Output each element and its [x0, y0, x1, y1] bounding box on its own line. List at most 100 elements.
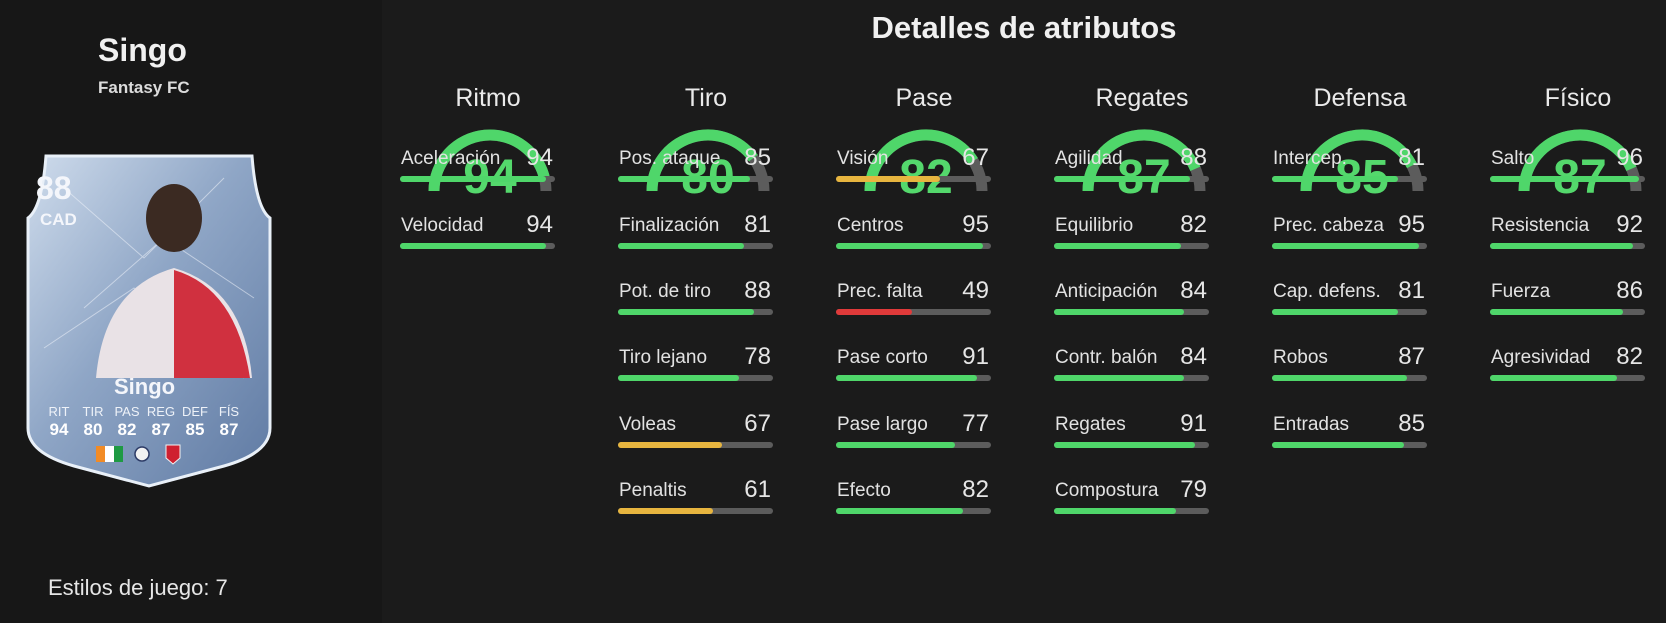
attribute-row: Salto 96: [1490, 142, 1647, 182]
card-stat-value: 94: [49, 420, 69, 439]
card-position: CAD: [40, 210, 77, 229]
attribute-bar-fill: [836, 309, 912, 315]
attribute-bar-track: [1054, 508, 1209, 514]
attribute-name: Entradas: [1273, 414, 1350, 435]
attribute-bar-track: [1272, 243, 1427, 249]
attribute-row: Contr. balón 84: [1054, 341, 1211, 381]
attribute-value: 91: [1180, 410, 1207, 437]
attribute-row: Intercep. 81: [1272, 142, 1429, 182]
attribute-value: 85: [744, 144, 771, 171]
attribute-bar-fill: [618, 176, 750, 182]
attribute-bar-track: [836, 243, 991, 249]
club-name: Fantasy FC: [98, 78, 190, 97]
attribute-bar-fill: [1054, 243, 1182, 249]
attribute-bar-track: [618, 243, 773, 249]
attribute-value: 78: [744, 343, 771, 370]
attribute-bar-fill: [1054, 176, 1191, 182]
attribute-row: Agilidad 88: [1054, 142, 1211, 182]
attribute-value: 81: [1398, 144, 1425, 171]
attribute-value: 95: [1398, 211, 1425, 238]
attribute-bar-fill: [1054, 508, 1177, 514]
attribute-name: Finalización: [619, 215, 720, 236]
category-title: Ritmo: [455, 84, 521, 112]
category-gauge: [1518, 129, 1642, 192]
category-title: Regates: [1095, 84, 1189, 112]
attribute-value: 82: [1180, 211, 1207, 238]
gauge-fill: [428, 129, 551, 192]
attribute-value: 88: [744, 277, 771, 304]
attribute-bar-fill: [836, 243, 984, 249]
attribute-name: Efecto: [837, 480, 891, 501]
attribute-name: Pot. de tiro: [619, 281, 711, 302]
attribute-name: Agilidad: [1055, 148, 1123, 169]
attribute-row: Compostura 79: [1054, 474, 1211, 514]
attribute-name: Intercep.: [1273, 148, 1347, 169]
playstyles-value: 7: [215, 575, 228, 600]
attribute-bar-fill: [1272, 243, 1420, 249]
attribute-name: Pos. ataque: [619, 148, 721, 169]
card-stat-label: DEF: [182, 404, 208, 419]
attribute-bar-track: [1272, 309, 1427, 315]
category-title: Defensa: [1313, 84, 1407, 112]
player-name: Singo: [98, 32, 187, 68]
attribute-name: Compostura: [1055, 480, 1159, 501]
attribute-name: Robos: [1273, 347, 1328, 368]
attribute-name: Anticipación: [1055, 281, 1158, 302]
attribute-row: Voleas 67: [618, 408, 775, 448]
card-stat-values: 94 80 82 87 85 87: [44, 420, 244, 440]
attribute-name: Prec. cabeza: [1273, 215, 1384, 236]
attribute-bar-fill: [618, 243, 744, 249]
attribute-bar-fill: [1054, 375, 1185, 381]
attribute-row: Regates 91: [1054, 408, 1211, 448]
attribute-name: Velocidad: [401, 215, 484, 236]
attribute-name: Resistencia: [1491, 215, 1590, 236]
category-gauge: [1082, 129, 1206, 192]
gauge-fill: [1082, 129, 1201, 192]
attribute-row: Agresividad 82: [1490, 341, 1647, 381]
attribute-bar-fill: [836, 176, 940, 182]
card-rating: 88: [36, 170, 72, 206]
attribute-value: 95: [962, 211, 989, 238]
attribute-value: 79: [1180, 476, 1207, 503]
attribute-row: Aceleración 94: [400, 142, 557, 182]
attribute-row: Entradas 85: [1272, 408, 1429, 448]
category-gauge: [428, 129, 552, 192]
attribute-value: 61: [744, 476, 771, 503]
gauge-fill: [646, 129, 758, 192]
attribute-bar-fill: [618, 375, 739, 381]
attribute-name: Centros: [837, 215, 904, 236]
attribute-bar-fill: [1272, 176, 1398, 182]
attribute-value: 49: [962, 277, 989, 304]
attribute-row: Cap. defens. 81: [1272, 275, 1429, 315]
attribute-name: Pase corto: [837, 347, 928, 368]
attribute-name: Voleas: [619, 414, 677, 435]
attribute-name: Visión: [837, 148, 889, 169]
attribute-row: Equilibrio 82: [1054, 209, 1211, 249]
attribute-bar-fill: [1272, 442, 1404, 448]
attribute-row: Velocidad 94: [400, 209, 557, 249]
attribute-row: Tiro lejano 78: [618, 341, 775, 381]
player-panel: Singo Fantasy FC 88 CAD: [0, 0, 382, 623]
attribute-bar-track: [618, 508, 773, 514]
attribute-bar-track: [618, 176, 773, 182]
category-gauge: [1300, 129, 1424, 192]
attribute-bar-track: [836, 375, 991, 381]
attribute-bar-track: [1054, 442, 1209, 448]
attribute-bar-track: [1054, 176, 1209, 182]
attribute-value: 77: [962, 410, 989, 437]
attribute-bar-fill: [1272, 375, 1407, 381]
attribute-bar-track: [1490, 309, 1645, 315]
attribute-row: Resistencia 92: [1490, 209, 1647, 249]
attribute-value: 84: [1180, 277, 1207, 304]
playstyles-count[interactable]: Estilos de juego: 7: [48, 575, 228, 601]
attribute-value: 84: [1180, 343, 1207, 370]
player-card[interactable]: 88 CAD Singo RIT TIR PAS REG DEF FÍS 94 …: [24, 148, 274, 488]
attribute-row: Pase largo 77: [836, 408, 993, 448]
card-stat-label: PAS: [114, 404, 140, 419]
attribute-row: Pot. de tiro 88: [618, 275, 775, 315]
attribute-row: Pos. ataque 85: [618, 142, 775, 182]
card-player-name: Singo: [114, 374, 176, 399]
attribute-bar-fill: [400, 176, 546, 182]
attribute-bar-fill: [1490, 176, 1639, 182]
attribute-row: Penaltis 61: [618, 474, 775, 514]
